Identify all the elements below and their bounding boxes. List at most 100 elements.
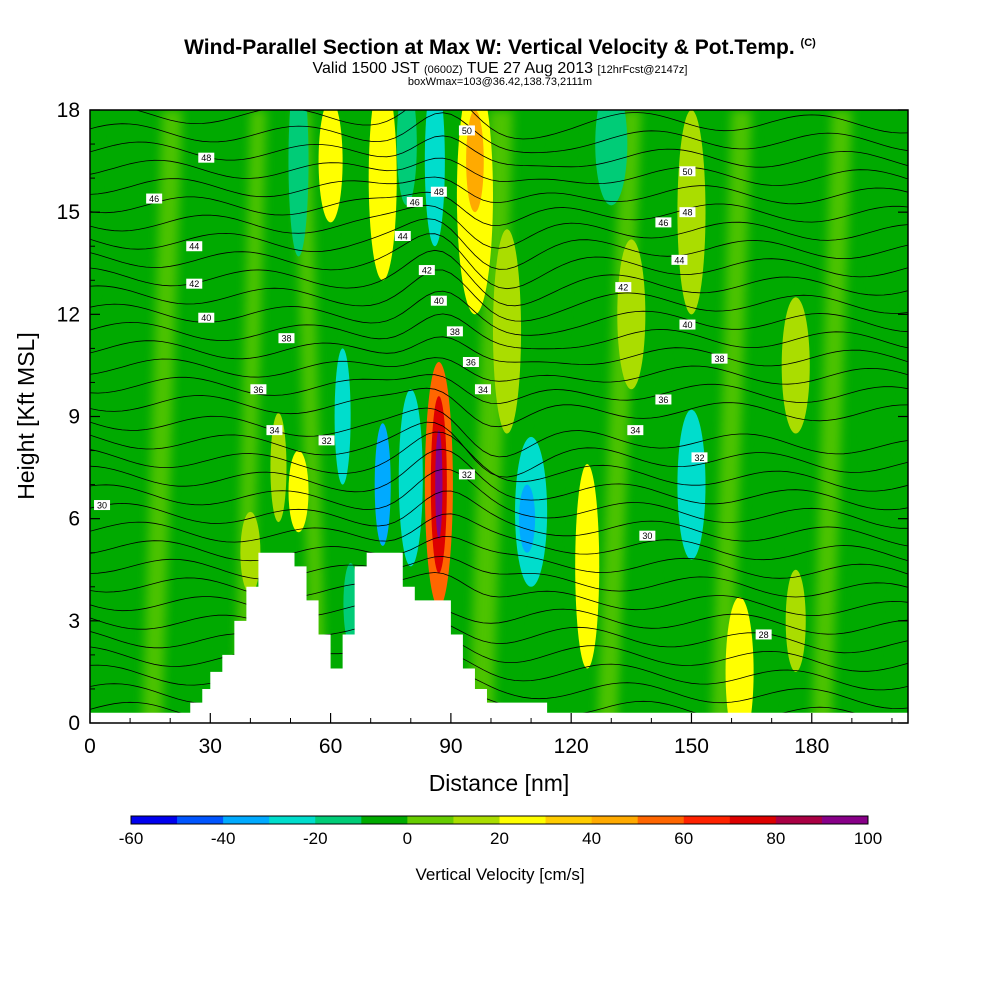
theta-contour — [90, 556, 908, 598]
x-tick-label: 0 — [84, 735, 96, 758]
theta-labels: 48 46 44 42 40 38 36 34 32 30 50 48 46 44 42 40 38 36 34 32… — [94, 125, 772, 640]
theta-label-text: 42 — [422, 266, 432, 276]
theta-label-text: 30 — [97, 501, 107, 511]
velocity-streak — [811, 110, 852, 723]
theta-label: 48 — [198, 152, 215, 163]
theta-label-text: 48 — [682, 208, 692, 218]
theta-label: 32 — [458, 469, 475, 480]
theta-label-text: 32 — [462, 470, 472, 480]
theta-label: 36 — [462, 357, 479, 368]
theta-label: 30 — [94, 500, 111, 511]
velocity-cell — [466, 110, 484, 213]
colorbar-swatch — [177, 816, 224, 824]
colorbar: -60 -40 -20 0 20 40 60 80 100 — [119, 815, 882, 848]
theta-label-text: 46 — [149, 194, 159, 204]
colorbar-swatch — [223, 816, 270, 824]
plot-area: 48 46 44 42 40 38 36 34 32 30 50 48 46 44 42 40 38 36 34 32… — [90, 110, 908, 723]
x-axis: 0 30 60 90 120 150 180 — [84, 713, 893, 758]
theta-contour — [90, 572, 908, 617]
colorbar-tick-label: 0 — [403, 829, 412, 848]
x-tick-label: 120 — [554, 735, 589, 758]
velocity-streak — [92, 110, 153, 723]
theta-label-text: 34 — [269, 426, 279, 436]
velocity-cell — [617, 239, 646, 390]
theta-label-text: 38 — [715, 354, 725, 364]
velocity-cell — [785, 569, 806, 672]
colorbar-label: Vertical Velocity [cm/s] — [415, 865, 584, 884]
theta-label-text: 42 — [618, 283, 628, 293]
subtitle-utc: (0600Z) — [423, 64, 463, 76]
theta-label-text: 44 — [674, 255, 684, 265]
theta-label-text: 40 — [682, 320, 692, 330]
theta-label: 46 — [655, 217, 672, 228]
theta-contour — [90, 191, 908, 226]
theta-label-text: 42 — [189, 279, 199, 289]
velocity-streak — [625, 110, 678, 723]
colorbar-swatch — [407, 816, 454, 824]
theta-label-text: 50 — [462, 126, 472, 136]
theta-label: 42 — [615, 282, 632, 293]
x-tick-label: 150 — [674, 735, 709, 758]
theta-label: 50 — [458, 125, 475, 136]
theta-contour — [90, 112, 908, 154]
theta-contour — [90, 513, 908, 562]
theta-label-text: 48 — [201, 153, 211, 163]
velocity-streak — [751, 110, 792, 723]
theta-contour — [90, 536, 908, 579]
theta-contour — [90, 596, 908, 635]
theta-label: 34 — [474, 384, 491, 395]
velocity-cell — [318, 110, 343, 223]
x-tick-label: 30 — [199, 735, 222, 758]
colorbar-tick-label: 100 — [854, 829, 882, 848]
subtitle-fcst: [12hrFcst@2147z] — [597, 64, 688, 76]
colorbar-swatch — [545, 816, 593, 824]
theta-label-text: 28 — [759, 630, 769, 640]
chart-info: boxWmax=103@36.42,138.73,2111m — [407, 76, 593, 88]
theta-label: 44 — [186, 241, 203, 252]
colorbar-swatch — [499, 816, 547, 824]
subtitle-valid: Valid 1500 JST — [312, 60, 420, 77]
colorbar-swatch — [683, 816, 731, 824]
theta-label-text: 46 — [410, 197, 420, 207]
colorbar-frame — [130, 815, 869, 825]
chart-title: Wind-Parallel Section at Max W: Vertical… — [0, 36, 1000, 60]
y-tick-label: 6 — [68, 508, 80, 531]
theta-label-text: 34 — [630, 426, 640, 436]
chart-subtitle: Valid 1500 JST (0600Z) TUE 27 Aug 2013 [… — [0, 60, 1000, 78]
theta-label-text: 36 — [253, 385, 263, 395]
chart-title-suffix: (C) — [800, 37, 816, 49]
y-tick-label: 15 — [57, 201, 80, 224]
theta-label: 42 — [418, 265, 435, 276]
velocity-cell — [519, 484, 536, 553]
velocity-cell — [725, 597, 754, 723]
theta-contour — [90, 357, 908, 385]
theta-label-text: 46 — [658, 218, 668, 228]
colorbar-swatch — [315, 816, 362, 824]
theta-label: 46 — [146, 193, 163, 204]
colorbar-tick-label: 20 — [490, 829, 509, 848]
theta-label-text: 44 — [189, 242, 199, 252]
theta-label: 36 — [250, 384, 267, 395]
velocity-cell — [595, 110, 628, 206]
y-tick-label: 0 — [68, 712, 80, 735]
velocity-cell — [677, 409, 706, 560]
colorbar-tick-label: 60 — [674, 829, 693, 848]
terrain-mask — [90, 552, 908, 723]
velocity-streak — [142, 110, 183, 723]
velocity-cell — [781, 297, 810, 434]
theta-label: 34 — [266, 425, 283, 436]
colorbar-tick-label: 80 — [766, 829, 785, 848]
chart-title-text: Wind-Parallel Section at Max W: Vertical… — [184, 36, 795, 59]
velocity-cell — [368, 110, 397, 281]
subtitle-date: TUE 27 Aug 2013 — [466, 60, 593, 77]
theta-label: 34 — [627, 425, 644, 436]
theta-label: 32 — [318, 435, 335, 446]
velocity-cell — [492, 229, 522, 434]
y-tick-label: 12 — [57, 303, 80, 326]
theta-contour — [90, 336, 908, 367]
colorbar-tick-label: -20 — [303, 829, 328, 848]
velocity-cell — [575, 464, 600, 669]
velocity-streak — [851, 110, 900, 723]
theta-label: 44 — [671, 254, 688, 265]
theta-contour — [90, 407, 908, 458]
